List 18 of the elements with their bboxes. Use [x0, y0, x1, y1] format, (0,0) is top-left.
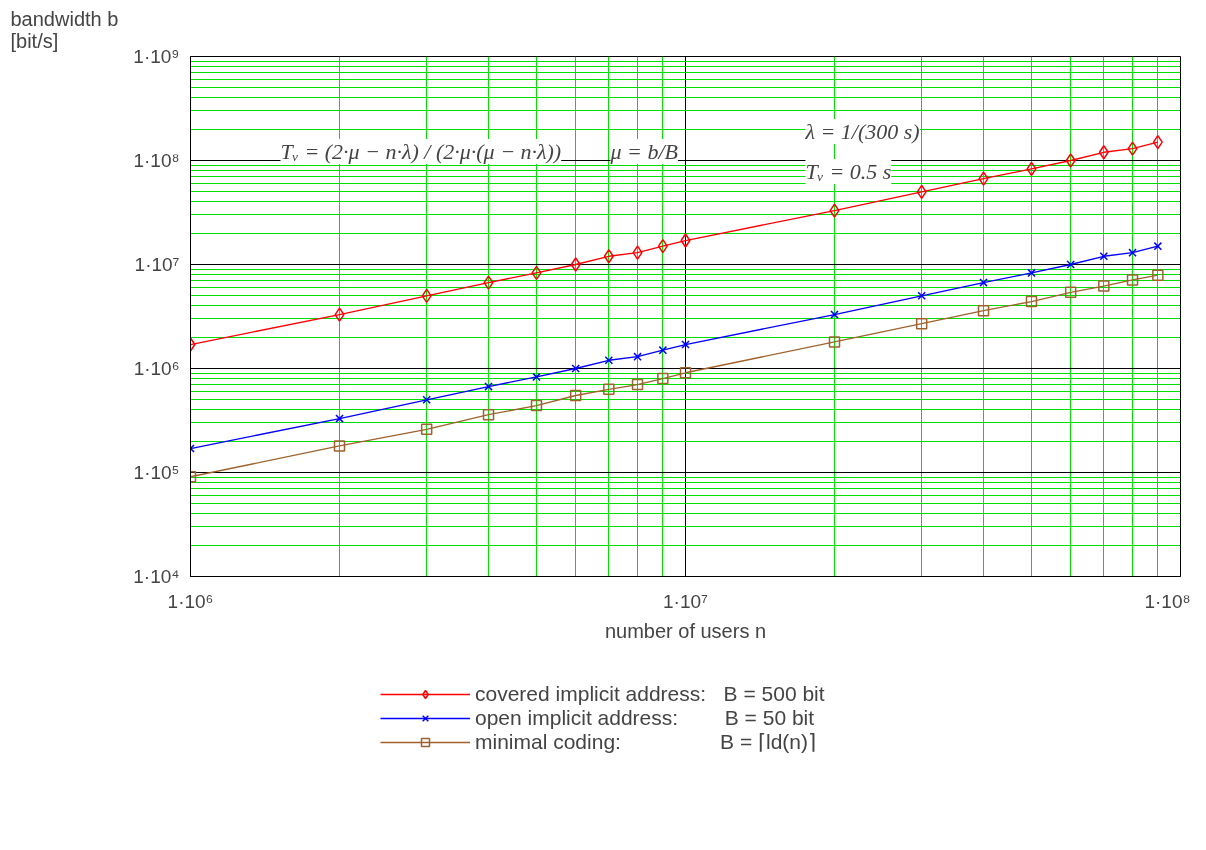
x-tick-label: 1·10⁸ [1144, 590, 1191, 612]
legend-label: minimal coding: B = ⌈ld(n)⌉ [475, 730, 817, 754]
annotation: λ = 1/(300 s) [804, 119, 920, 144]
legend-label: covered implicit address: B = 500 bit [475, 682, 825, 706]
y-tick-label: 1·10⁹ [133, 46, 180, 67]
x-tick-label: 1·10⁷ [663, 590, 709, 612]
y-axis-title: bandwidth b [bit/s] [10, 7, 119, 52]
annotation: μ = b/B [609, 139, 678, 164]
annotation: Tᵥ = (2·μ − n·λ) / (2·μ·(μ − n·λ)) [280, 139, 562, 164]
y-tick-label: 1·10⁵ [133, 462, 180, 483]
y-tick-label: 1·10⁷ [134, 254, 180, 275]
legend-label: open implicit address: B = 50 bit [475, 706, 815, 730]
y-tick-label: 1·10⁸ [133, 150, 180, 171]
x-axis-title: number of users n [604, 619, 767, 642]
y-tick-label: 1·10⁴ [133, 566, 180, 587]
annotation: Tᵥ = 0.5 s [805, 159, 892, 184]
y-tick-label: 1·10⁶ [133, 358, 180, 379]
x-tick-label: 1·10⁶ [167, 590, 214, 612]
